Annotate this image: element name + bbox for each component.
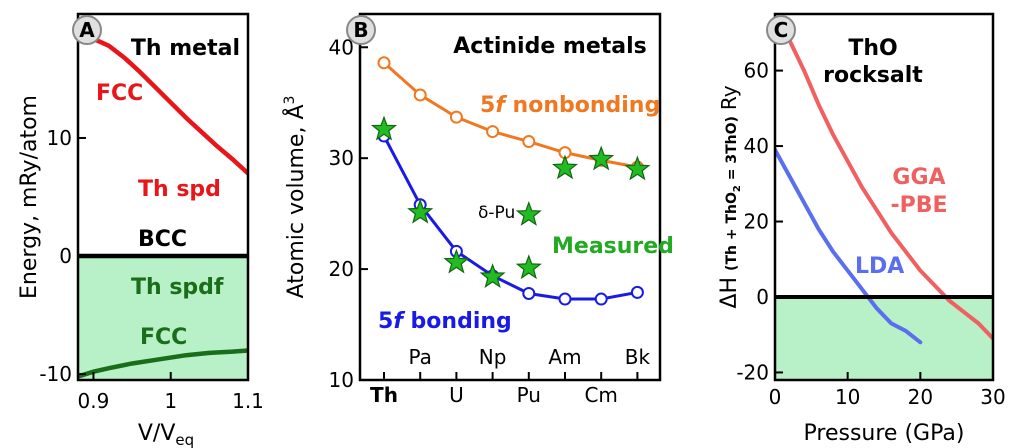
panel-a-ytick-label: -10 — [39, 362, 72, 386]
panel-a-xtick-label: 0.9 — [78, 389, 110, 413]
panel-a-letter: A — [79, 18, 95, 42]
panel-c-letter: C — [774, 18, 789, 42]
panel-b-series-0-point — [377, 56, 391, 70]
panel-b-series-1-point — [594, 292, 608, 306]
fcc-upper-label: FCC — [96, 81, 143, 106]
lda-label: LDA — [855, 254, 904, 279]
panel-b-category-label: Bk — [625, 345, 651, 369]
panel-c-ytick-label: 40 — [744, 134, 769, 158]
panel-a-xlabel: V/Veq — [138, 421, 194, 448]
panel-c-ylabel: ΔH(Th + ThO2 = 3ThO)Ry — [717, 85, 743, 308]
panel-a-xtick-label: 1 — [164, 389, 177, 413]
panel-c-shaded-region — [775, 296, 993, 380]
panel-a-frame — [76, 12, 250, 382]
measured-star — [515, 254, 542, 280]
measured-star — [370, 115, 398, 141]
panel-c-ytick-label: -20 — [736, 360, 769, 384]
panel-b-title: Actinide metals — [453, 34, 647, 59]
panel-b-ytick-label: 10 — [329, 368, 354, 392]
bcc-label: BCC — [138, 227, 187, 252]
measured-star — [407, 198, 434, 224]
measured-star — [624, 155, 651, 181]
measured-star — [443, 248, 470, 274]
panel-b-series-1-point — [522, 286, 536, 300]
measured-star — [479, 263, 506, 288]
panel-b-category-label: Am — [548, 345, 581, 369]
th-spdf-label: Th spdf — [131, 275, 224, 300]
panel-a-xtick-label: 1.1 — [232, 389, 264, 413]
panel-a-ylabel: Energy, mRy/atom — [17, 95, 42, 299]
panel-c-xlabel: Pressure (GPa) — [804, 421, 965, 446]
panel-b-series-0-point — [449, 110, 463, 124]
panel-b-letter: B — [353, 18, 368, 42]
panel-b-series-1-point — [558, 292, 572, 306]
panel-c-xtick-label: 10 — [835, 385, 860, 409]
panel-c-xtick-label: 20 — [908, 385, 933, 409]
panel-b-category-label: U — [449, 383, 464, 407]
panel-c-title-line1: ThO — [848, 36, 897, 61]
panel-b-category-label: Pa — [408, 345, 431, 369]
panel-b-badge — [346, 15, 376, 45]
panel-a-series-2 — [78, 348, 248, 379]
measured-label: Measured — [552, 234, 674, 259]
panel-a-ytick-label: 10 — [47, 126, 72, 150]
panel-a-title: Th metal — [131, 36, 240, 61]
panel-c-xtick-label: 30 — [980, 385, 1005, 409]
bonding-label: 5f bonding — [378, 309, 512, 334]
panel-c-series-0 — [780, 15, 993, 341]
delta-pu-label: δ-Pu — [478, 203, 515, 223]
panel-b-category-label: Th — [370, 383, 398, 407]
panel-b-series-1-point — [630, 285, 644, 299]
measured-star — [588, 145, 615, 171]
panel-c-ytick-label: 20 — [744, 210, 769, 234]
panel-b-ytick-label: 30 — [329, 146, 354, 170]
panel-b-category-label: Pu — [517, 383, 541, 407]
panel-c-title-line2: rocksalt — [823, 63, 923, 88]
nonbonding-label: 5f nonbonding — [480, 93, 660, 118]
panel-c-series-1 — [775, 147, 923, 345]
gga-label-line1: GGA — [892, 165, 945, 190]
gga-label-line2: -PBE — [890, 193, 947, 218]
panel-b-series-0-point — [413, 88, 427, 102]
panel-b-series-0-point — [486, 125, 500, 139]
panel-c-ytick-label: 60 — [744, 59, 769, 83]
panel-b-frame — [358, 12, 662, 382]
th-spd-label: Th spd — [138, 177, 221, 202]
panel-a-ytick-label: 0 — [59, 244, 72, 268]
panel-b-category-label: Cm — [584, 383, 617, 407]
measured-star — [515, 200, 542, 226]
panel-b-ylabel: Atomic volume, Å3 — [282, 96, 309, 299]
panel-a-series-0 — [91, 36, 248, 176]
panel-a-badge — [72, 15, 102, 45]
panel-b-category-label: Np — [479, 345, 507, 369]
measured-star — [551, 154, 579, 180]
panel-c-xtick-label: 0 — [769, 385, 782, 409]
panel-c-badge — [766, 15, 796, 45]
panel-b-ytick-label: 20 — [329, 257, 354, 281]
fcc-lower-label: FCC — [140, 325, 187, 350]
panel-b-series-0-point — [522, 135, 536, 149]
panel-c-frame — [773, 12, 995, 382]
panel-c-ytick-label: 0 — [756, 285, 769, 309]
